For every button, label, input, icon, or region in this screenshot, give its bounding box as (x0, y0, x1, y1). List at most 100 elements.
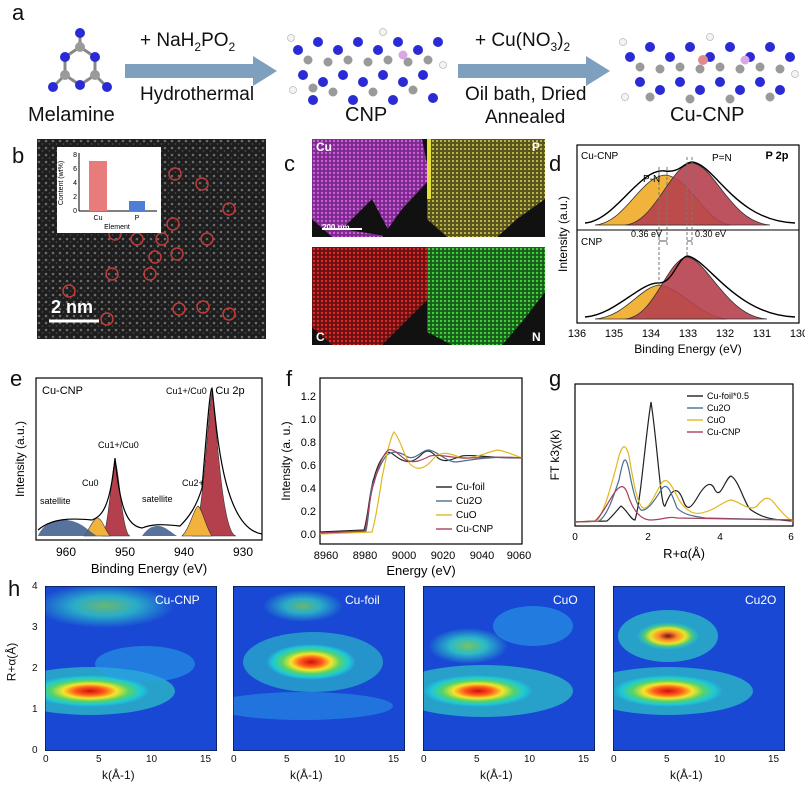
wt3-xtick-0: 0 (421, 754, 427, 765)
chart-f-yticks: 0.0 0.2 0.4 0.6 0.8 1.0 1.2 (301, 391, 316, 541)
chart-e-xtick-950: 950 (115, 545, 135, 559)
chart-d-xticks: 136 135 134 133 132 131 130 (568, 328, 805, 340)
chart-f-series-cu2o (319, 449, 523, 534)
wt2-xtick-0: 0 (231, 754, 237, 765)
chart-e-annot-cu0: Cu0 (82, 478, 99, 488)
step2-condition2: Annealed (485, 107, 566, 128)
wt-title-cu2o: Cu2O (745, 593, 776, 607)
wt2-xtick-5: 5 (284, 754, 290, 765)
chart-d-xtick-136: 136 (568, 328, 586, 340)
wt2-xlabel: k(Å-1) (290, 768, 323, 782)
inset-yticks: 0 2 4 6 8 (73, 152, 77, 215)
chart-e-xlabel: Binding Energy (eV) (91, 561, 207, 576)
step2-arrow (458, 56, 610, 86)
chart-f-xtick-8980: 8980 (353, 550, 377, 562)
wt-ylabel: R+α(Å) (4, 642, 19, 682)
chart-f-ytick-04: 0.4 (301, 483, 316, 495)
chart-e-satellite-1 (38, 519, 97, 536)
wt-ytick-4: 4 (32, 581, 38, 592)
inset-xlabel: Element (104, 224, 130, 231)
chart-g-series-cucnp (574, 486, 794, 523)
step1-condition: Hydrothermal (140, 84, 255, 105)
chart-f-ytick-12: 1.2 (301, 391, 316, 403)
chart-g-exafs: 0 2 4 6 R+α(Å) FT k3χ(k) Cu-foil*0.5 Cu2… (548, 383, 794, 561)
wt1-xlabel: k(Å-1) (102, 768, 135, 782)
chart-f-xlabel: Energy (eV) (386, 563, 455, 578)
step1-reagent-main: + NaH (140, 30, 195, 51)
chart-f-xanes: 0.0 0.2 0.4 0.6 0.8 1.0 1.2 8960 8980 90… (279, 377, 531, 578)
panel-label-e: e (10, 366, 23, 391)
chart-d-cnp-envelope (584, 255, 796, 318)
wt1-xtick-0: 0 (43, 754, 49, 765)
chart-f-frame (319, 377, 523, 545)
cnp-structure (287, 28, 447, 105)
eds-map-p (427, 139, 545, 237)
chart-d-xtick-133: 133 (679, 328, 697, 340)
chart-f-legend-cuo: CuO (456, 510, 477, 521)
panel-label-f: f (286, 366, 293, 391)
melamine-label: Melamine (28, 104, 115, 126)
chart-g-series-cufoil (574, 401, 794, 523)
chart-f-ytick-00: 0.0 (301, 529, 316, 541)
chart-f-xtick-9040: 9040 (470, 550, 494, 562)
element-content-inset: 0 2 4 6 8 Cu P Element Content (wt%) (57, 147, 161, 233)
chart-g-ylabel: FT k3χ(k) (548, 430, 562, 481)
chart-e-annot-cu1b: Cu1+/Cu0 (166, 386, 207, 396)
chart-d-series-cucnp: Cu-CNP (581, 151, 619, 162)
chart-f-xtick-9000: 9000 (392, 550, 416, 562)
chart-f-legend-cucnp: Cu-CNP (456, 524, 494, 535)
chart-e-annot-cu2plus: Cu2+ (182, 478, 204, 488)
chart-g-legend-cucnp: Cu-CNP (707, 427, 741, 437)
chart-d-frame (576, 144, 800, 324)
chart-g-xtick-0: 0 (572, 532, 578, 543)
chart-f-xtick-9020: 9020 (431, 550, 455, 562)
inset-ytick-2: 2 (73, 194, 77, 201)
wt-ytick-0: 0 (32, 745, 38, 756)
inset-ytick-8: 8 (73, 152, 77, 159)
chart-e-xtick-960: 960 (56, 545, 76, 559)
chart-d-xtick-131: 131 (753, 328, 771, 340)
panel-label-h: h (8, 576, 21, 601)
wt-title-cucnp: Cu-CNP (155, 593, 200, 607)
wt4-xtick-10: 10 (714, 754, 726, 765)
chart-g-legend-cu2o: Cu2O (707, 403, 731, 413)
chart-f-xtick-8960: 8960 (314, 550, 338, 562)
inset-ytick-6: 6 (73, 166, 77, 173)
chart-d-label-peq: P=N (712, 153, 732, 164)
eds-label-c: C (316, 330, 325, 344)
step1-mid: PO (201, 30, 229, 51)
cucnp-label: Cu-CNP (670, 104, 745, 126)
chart-d-annot-036: 0.36 eV (631, 229, 662, 239)
panel-label-c: c (284, 151, 295, 176)
melamine-molecule (48, 28, 112, 92)
inset-cat-cu: Cu (94, 215, 103, 222)
chart-g-xtick-2: 2 (645, 532, 651, 543)
wt3-xtick-10: 10 (524, 754, 536, 765)
chart-e-xtick-940: 940 (174, 545, 194, 559)
chart-d-series-cnp: CNP (581, 237, 602, 248)
step2-sub: 3 (550, 39, 558, 54)
wt-map-cuo: CuO (423, 586, 595, 751)
wt-map-cufoil: Cu-foil (233, 586, 405, 751)
wt4-xtick-0: 0 (611, 754, 617, 765)
chart-e-xps-cu2p: Cu-CNP Cu 2p satellite Cu0 Cu1+/Cu0 sate… (13, 377, 263, 576)
chart-d-title: P 2p (765, 150, 788, 162)
eds-label-cu: Cu (316, 140, 332, 154)
chart-g-frame (574, 383, 794, 527)
chart-g-legend-cufoil: Cu-foil*0.5 (707, 391, 749, 401)
chart-d-ylabel: Intensity (a.u.) (556, 196, 570, 272)
eds-scale-label: 200 nm (322, 223, 350, 232)
inset-ylabel: Content (wt%) (58, 161, 65, 205)
step1-sub2: 2 (228, 39, 236, 54)
wt4-xtick-15: 15 (768, 754, 780, 765)
chart-d-cnp-peq-peak (624, 256, 768, 320)
chart-d-xtick-130: 130 (790, 328, 805, 340)
wt3-xtick-15: 15 (578, 754, 590, 765)
step2-reagent: + Cu(NO3)2 (475, 30, 570, 54)
chart-f-legend-cufoil: Cu-foil (456, 482, 485, 493)
chart-f-legend: Cu-foil Cu2O CuO Cu-CNP (436, 482, 494, 535)
wt1-xtick-5: 5 (96, 754, 102, 765)
wt2-xtick-10: 10 (334, 754, 346, 765)
step2-tail: ) (557, 30, 564, 51)
chart-f-ytick-06: 0.6 (301, 460, 316, 472)
